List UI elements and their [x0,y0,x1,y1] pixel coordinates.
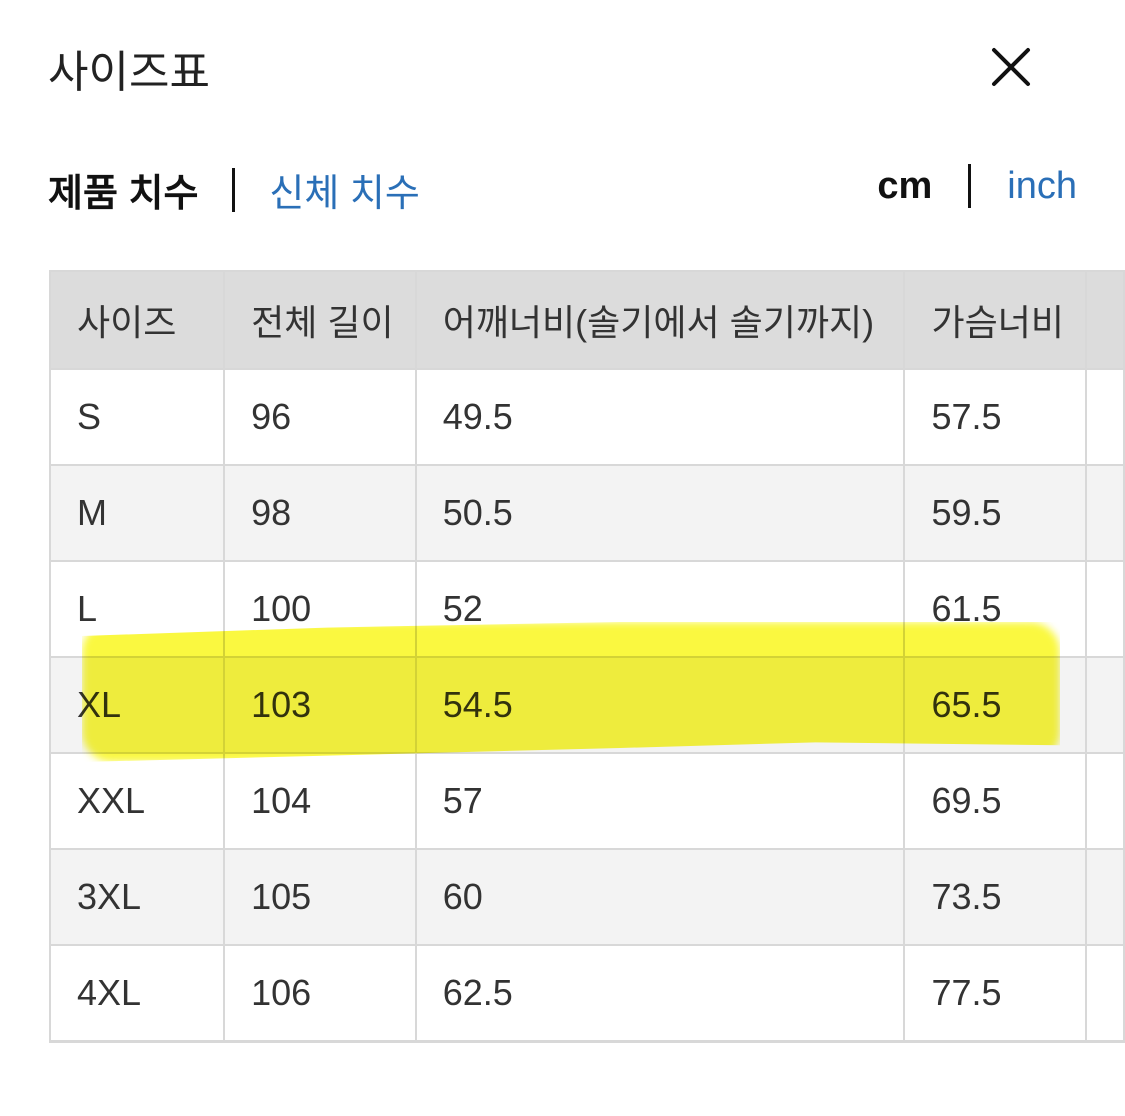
table-cell: XL [48,656,226,754]
table-cell-cutoff [1085,368,1125,466]
table-cell: 57 [414,752,906,850]
table-cell: 77.5 [903,944,1088,1043]
table-cell: L [48,560,226,658]
table-cell-cutoff [1085,944,1125,1043]
header-size: 사이즈 [48,270,226,370]
table-cell: 50.5 [414,464,906,562]
table-cell: 62.5 [414,944,906,1043]
table-cell: 106 [223,944,417,1043]
tab-body-size[interactable]: 신체 치수 [269,173,420,215]
table-cell-cutoff [1085,560,1125,658]
table-row: 4XL 106 62.5 77.5 [48,944,1125,1043]
header-chest-width: 가슴너비 [903,270,1088,370]
table-cell: M [48,464,226,562]
header-cutoff [1085,270,1125,370]
unit-cm[interactable]: cm [877,164,933,207]
table-cell-cutoff [1085,464,1125,562]
table-cell-cutoff [1085,752,1125,850]
table-row: XL 103 54.5 65.5 [48,656,1125,754]
table-cell: 57.5 [903,368,1088,466]
table-row: XXL 104 57 69.5 [48,752,1125,850]
table-cell: 98 [223,464,417,562]
table-cell: 49.5 [414,368,906,466]
table-cell-cutoff [1085,656,1125,754]
table-cell: XXL [48,752,226,850]
table-cell: 65.5 [903,656,1088,754]
header-shoulder-width: 어깨너비(솔기에서 솔기까지) [414,270,906,370]
table-row: M 98 50.5 59.5 [48,464,1125,562]
table-cell: 54.5 [414,656,906,754]
table-cell-cutoff [1085,848,1125,946]
table-cell: S [48,368,226,466]
unit-toggle: cm inch [877,164,1077,208]
table-header-row: 사이즈 전체 길이 어깨너비(솔기에서 솔기까지) 가슴너비 [48,270,1125,370]
table-cell: 52 [414,560,906,658]
measure-tabs: 제품 치수 신체 치수 [48,162,420,217]
table-cell: 61.5 [903,560,1088,658]
divider [232,167,236,212]
page-title: 사이즈표 [48,48,210,97]
size-table: 사이즈 전체 길이 어깨너비(솔기에서 솔기까지) 가슴너비 S 96 49.5 57… [48,270,1125,1043]
table-cell: 103 [223,656,417,754]
table-cell: 105 [223,848,417,946]
divider [968,164,972,208]
table-cell: 59.5 [903,464,1088,562]
table-row: 3XL 105 60 73.5 [48,848,1125,946]
close-button[interactable] [988,44,1034,90]
table-cell: 69.5 [903,752,1088,850]
table-row: L 100 52 61.5 [48,560,1125,658]
table-cell: 96 [223,368,417,466]
table-cell: 100 [223,560,417,658]
table-cell: 60 [414,848,906,946]
table-cell: 73.5 [903,848,1088,946]
unit-inch[interactable]: inch [1007,164,1077,207]
close-icon [992,48,1030,86]
tab-product-size[interactable]: 제품 치수 [48,173,199,215]
table-cell: 3XL [48,848,226,946]
table-row: S 96 49.5 57.5 [48,368,1125,466]
table-cell: 104 [223,752,417,850]
table-cell: 4XL [48,944,226,1043]
header-total-length: 전체 길이 [223,270,417,370]
